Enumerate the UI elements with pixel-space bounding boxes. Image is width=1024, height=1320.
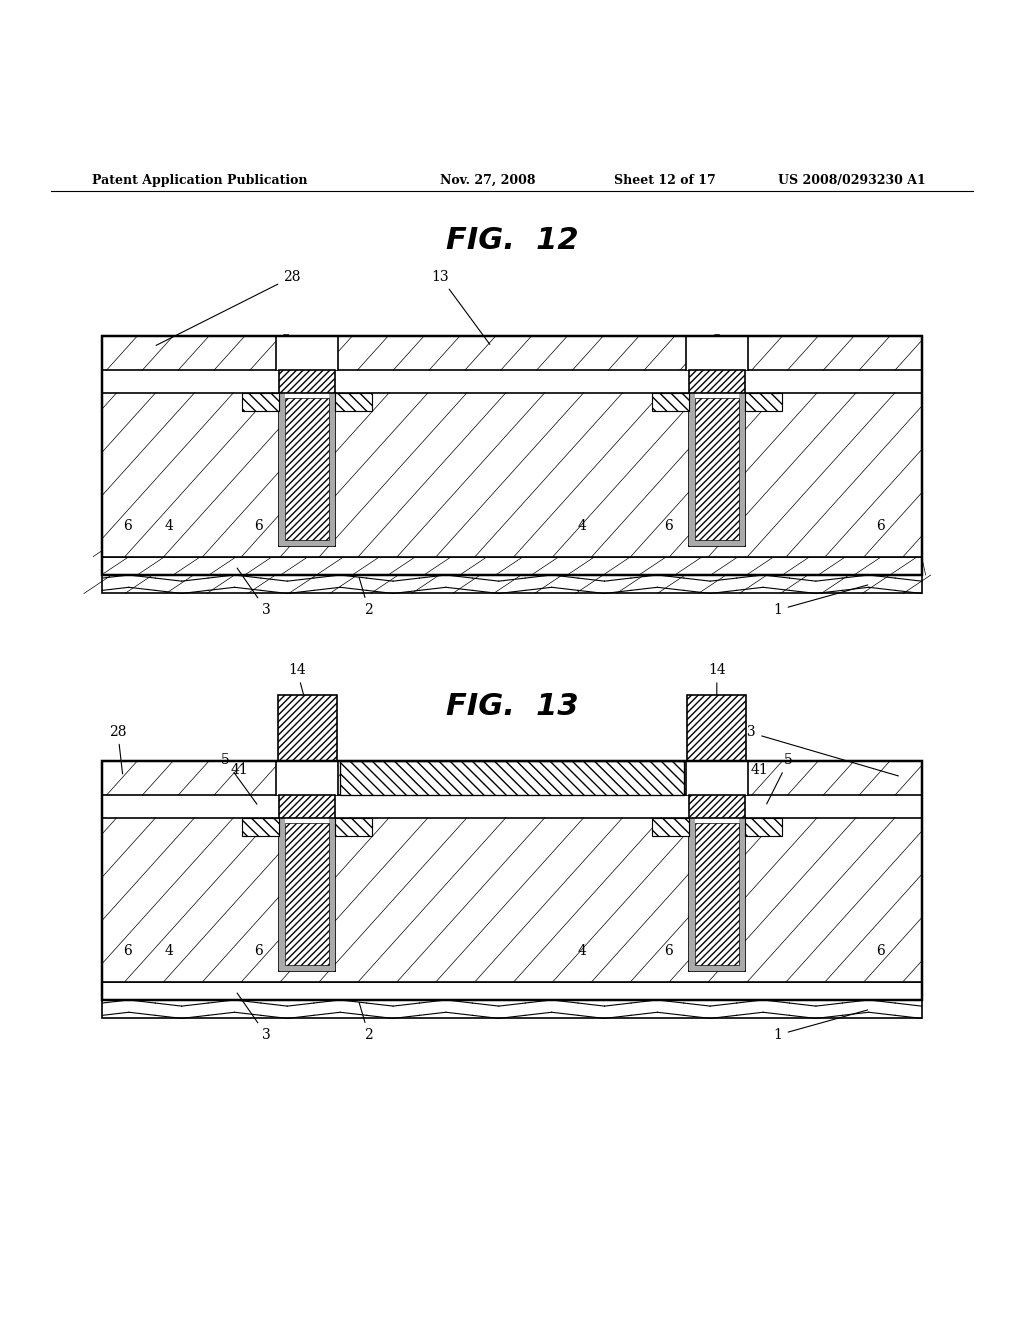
Bar [279, 795, 335, 817]
Text: US 2008/0293230 A1: US 2008/0293230 A1 [778, 174, 926, 187]
Bar [336, 817, 372, 836]
Text: 28: 28 [156, 271, 301, 346]
Bar [243, 393, 279, 411]
Text: 28: 28 [109, 725, 127, 774]
Bar [694, 397, 739, 540]
Bar [688, 370, 745, 393]
Bar [279, 965, 335, 972]
Bar [279, 540, 335, 546]
Bar [688, 965, 745, 972]
Bar [279, 817, 335, 972]
Bar [687, 694, 746, 762]
Text: 14: 14 [708, 664, 726, 705]
Text: 3: 3 [238, 568, 270, 616]
Bar [276, 337, 338, 370]
Text: 41: 41 [750, 763, 768, 776]
Bar [102, 557, 922, 576]
Text: 4: 4 [578, 519, 586, 533]
Bar [243, 817, 279, 836]
Text: Nov. 27, 2008: Nov. 27, 2008 [440, 174, 536, 187]
Bar [102, 393, 922, 557]
Text: Qn: Qn [712, 494, 732, 507]
Bar [694, 822, 739, 965]
Bar [686, 762, 748, 795]
Bar [102, 576, 922, 594]
Text: 6: 6 [254, 944, 263, 958]
Text: 2: 2 [359, 578, 373, 616]
Text: 2: 2 [359, 1003, 373, 1041]
Text: 6: 6 [664, 944, 673, 958]
Bar [686, 337, 748, 370]
Text: 4: 4 [165, 944, 173, 958]
Bar [102, 1001, 922, 1019]
Text: 4: 4 [578, 944, 586, 958]
Bar [744, 393, 781, 411]
Text: 5: 5 [283, 334, 306, 379]
Bar [688, 795, 745, 817]
Text: 4: 4 [165, 519, 173, 533]
Bar [688, 817, 745, 972]
Text: 41: 41 [230, 763, 248, 776]
Text: 6: 6 [254, 519, 263, 533]
Bar [102, 762, 922, 795]
Bar [279, 393, 285, 540]
Bar [279, 817, 285, 965]
Text: 13: 13 [738, 725, 898, 776]
Text: 6: 6 [124, 944, 132, 958]
Text: FIG.  12: FIG. 12 [445, 226, 579, 255]
Bar [329, 817, 335, 965]
Bar [739, 817, 745, 965]
Bar [102, 337, 922, 370]
Bar [102, 762, 922, 1001]
Text: 6: 6 [877, 944, 885, 958]
Bar [652, 817, 688, 836]
Bar [279, 393, 335, 546]
Bar [102, 337, 922, 576]
Text: 14: 14 [288, 664, 306, 705]
Text: 5: 5 [767, 754, 793, 804]
Text: 40: 40 [477, 763, 496, 776]
Text: Qn: Qn [292, 494, 312, 507]
Bar [688, 817, 694, 965]
Bar [336, 393, 372, 411]
Text: 6: 6 [124, 519, 132, 533]
Text: 5: 5 [713, 334, 721, 379]
Text: Patent Application Publication: Patent Application Publication [92, 174, 307, 187]
Bar [285, 397, 329, 540]
Bar [278, 694, 337, 762]
Bar [329, 393, 335, 540]
Text: Sheet 12 of 17: Sheet 12 of 17 [614, 174, 716, 187]
Bar [102, 817, 922, 982]
Bar [739, 393, 745, 540]
Bar [688, 393, 745, 546]
Text: 13: 13 [431, 271, 489, 345]
Bar [340, 762, 684, 795]
Text: Qn: Qn [712, 919, 732, 932]
Bar [688, 393, 694, 540]
Bar [279, 370, 335, 393]
Text: 5: 5 [221, 754, 257, 804]
Text: FIG.  13: FIG. 13 [445, 692, 579, 721]
Text: 1: 1 [774, 585, 867, 616]
Bar [285, 822, 329, 965]
Text: 6: 6 [877, 519, 885, 533]
Text: 3: 3 [238, 993, 270, 1041]
Text: 40: 40 [528, 763, 547, 776]
Text: 6: 6 [664, 519, 673, 533]
Bar [688, 540, 745, 546]
Bar [276, 762, 338, 795]
Bar [102, 982, 922, 1001]
Bar [744, 817, 781, 836]
Bar [652, 393, 688, 411]
Text: 1: 1 [774, 1010, 867, 1041]
Text: Qn: Qn [292, 919, 312, 932]
